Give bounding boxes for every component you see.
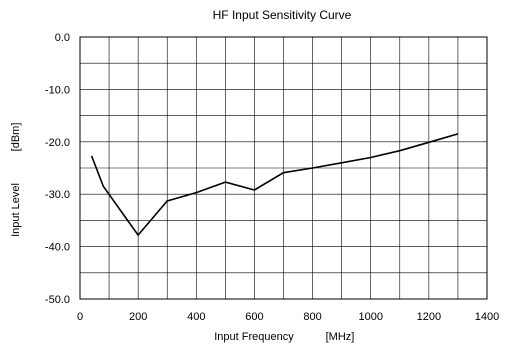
y-axis-unit: [dBm] xyxy=(10,123,22,152)
tick-labels: 0 200 400 600 800 1000 1200 1400 0.0 -10.0 -20.0 -3… xyxy=(45,32,499,323)
y-tick-label: -20.0 xyxy=(45,137,70,149)
x-tick-label: 400 xyxy=(187,311,205,323)
x-tick-label: 1200 xyxy=(417,311,441,323)
x-axis-label: Input Frequency xyxy=(214,331,294,343)
y-axis-label: Input Level xyxy=(10,183,22,237)
x-tick-label: 1400 xyxy=(475,311,499,323)
chart-title: HF Input Sensitivity Curve xyxy=(213,8,352,22)
x-tick-label: 200 xyxy=(129,311,147,323)
y-tick-label: 0.0 xyxy=(55,32,70,44)
series xyxy=(90,133,459,237)
plot-frame xyxy=(79,36,488,300)
y-tick-label: -30.0 xyxy=(45,189,70,201)
x-axis-unit: [MHz] xyxy=(326,331,355,343)
x-tick-label: 600 xyxy=(245,311,263,323)
y-tick-label: -50.0 xyxy=(45,294,70,306)
y-tick-label: -40.0 xyxy=(45,242,70,254)
x-tick-label: 1000 xyxy=(358,311,382,323)
x-tick-label: 0 xyxy=(77,311,83,323)
grid xyxy=(79,36,488,300)
x-tick-label: 800 xyxy=(303,311,321,323)
series-line-sensitivity xyxy=(90,133,459,237)
y-tick-label: -10.0 xyxy=(45,84,70,96)
